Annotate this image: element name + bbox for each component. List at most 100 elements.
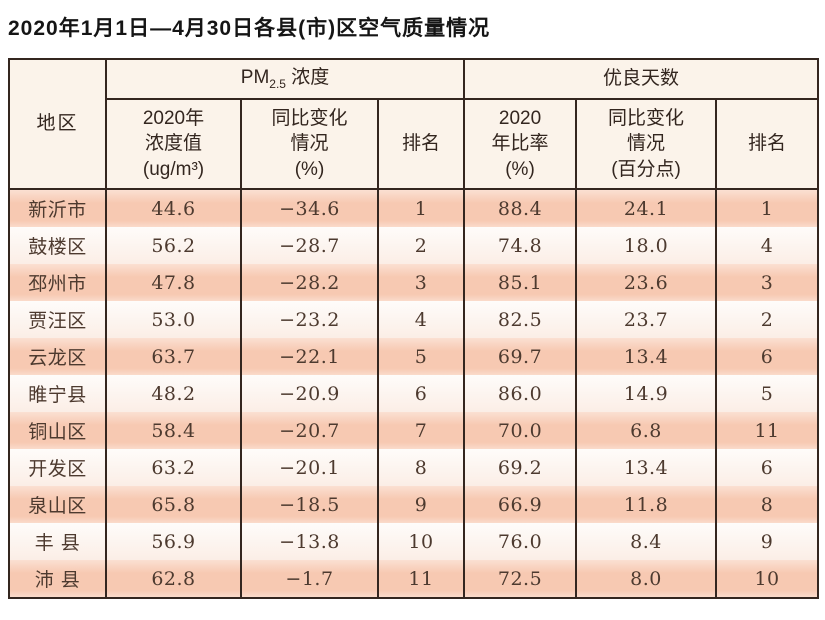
table-row: 泉山区 65.8 −18.5 9 66.9 11.8 8	[8, 486, 820, 523]
pm-value-cell: 56.9	[105, 523, 242, 560]
pm-rank-cell: 6	[376, 375, 466, 412]
header-good-change: 同比变化 情况 (百分点)	[575, 98, 718, 190]
good-rank-cell: 11	[715, 412, 820, 449]
pm-change-cell: −13.8	[240, 523, 379, 560]
page-title: 2020年1月1日—4月30日各县(市)区空气质量情况	[8, 17, 491, 40]
good-ratio-cell: 70.0	[463, 412, 578, 449]
good-change-cell: 14.9	[575, 375, 718, 412]
pm-rank-cell: 9	[376, 486, 466, 523]
good-rank-cell: 6	[715, 449, 820, 486]
good-rank-cell: 10	[715, 560, 820, 598]
table-row: 丰 县 56.9 −13.8 10 76.0 8.4 9	[8, 523, 820, 560]
good-change-cell: 11.8	[575, 486, 718, 523]
good-change-cell: 18.0	[575, 227, 718, 264]
table-row: 铜山区 58.4 −20.7 7 70.0 6.8 11	[8, 412, 820, 449]
header-pm-rank: 排名	[376, 98, 466, 190]
table-row: 睢宁县 48.2 −20.9 6 86.0 14.9 5	[8, 375, 820, 412]
pm-value-cell: 56.2	[105, 227, 242, 264]
pm-value-cell: 48.2	[105, 375, 242, 412]
header-good-rank: 排名	[715, 98, 820, 190]
header-good-ratio: 2020 年比率 (%)	[463, 98, 578, 190]
good-rank-cell: 3	[715, 264, 820, 301]
region-cell: 邳州市	[8, 264, 107, 301]
header-region: 地区	[8, 58, 107, 190]
good-rank-cell: 1	[715, 189, 820, 227]
pm-change-cell: −28.2	[240, 264, 379, 301]
region-cell: 云龙区	[8, 338, 107, 375]
good-change-cell: 6.8	[575, 412, 718, 449]
region-cell: 鼓楼区	[8, 227, 107, 264]
pm-change-cell: −1.7	[240, 560, 379, 598]
region-cell: 沛 县	[8, 560, 107, 598]
header-group-good-days: 优良天数	[463, 58, 820, 100]
table-row: 沛 县 62.8 −1.7 11 72.5 8.0 10	[8, 560, 820, 598]
pm-change-cell: −20.1	[240, 449, 379, 486]
header-pm-value: 2020年 浓度值 (ug/m³)	[105, 98, 242, 190]
pm-change-cell: −34.6	[240, 189, 379, 227]
pm-rank-cell: 3	[376, 264, 466, 301]
table-row: 云龙区 63.7 −22.1 5 69.7 13.4 6	[8, 338, 820, 375]
good-change-cell: 23.7	[575, 301, 718, 338]
region-cell: 新沂市	[8, 189, 107, 227]
region-cell: 贾汪区	[8, 301, 107, 338]
good-change-cell: 23.6	[575, 264, 718, 301]
table-row: 邳州市 47.8 −28.2 3 85.1 23.6 3	[8, 264, 820, 301]
good-ratio-cell: 69.7	[463, 338, 578, 375]
pm-rank-cell: 2	[376, 227, 466, 264]
good-ratio-cell: 86.0	[463, 375, 578, 412]
table-row: 贾汪区 53.0 −23.2 4 82.5 23.7 2	[8, 301, 820, 338]
pm-value-cell: 44.6	[105, 189, 242, 227]
header-pm-change: 同比变化 情况 (%)	[240, 98, 379, 190]
table-row: 鼓楼区 56.2 −28.7 2 74.8 18.0 4	[8, 227, 820, 264]
good-change-cell: 24.1	[575, 189, 718, 227]
pm-rank-cell: 8	[376, 449, 466, 486]
good-change-cell: 8.4	[575, 523, 718, 560]
good-ratio-cell: 69.2	[463, 449, 578, 486]
good-ratio-cell: 72.5	[463, 560, 578, 598]
air-quality-table: 地区 PM2.5 浓度 优良天数 2020年 浓度值 (ug/m³) 同比变化 …	[8, 58, 820, 599]
pm-change-cell: −20.7	[240, 412, 379, 449]
region-cell: 开发区	[8, 449, 107, 486]
pm-value-cell: 65.8	[105, 486, 242, 523]
table-row: 开发区 63.2 −20.1 8 69.2 13.4 6	[8, 449, 820, 486]
good-rank-cell: 4	[715, 227, 820, 264]
good-ratio-cell: 66.9	[463, 486, 578, 523]
pm-change-cell: −28.7	[240, 227, 379, 264]
pm-rank-cell: 4	[376, 301, 466, 338]
good-rank-cell: 2	[715, 301, 820, 338]
table-header: 地区 PM2.5 浓度 优良天数 2020年 浓度值 (ug/m³) 同比变化 …	[8, 58, 820, 190]
good-ratio-cell: 82.5	[463, 301, 578, 338]
pm-value-cell: 58.4	[105, 412, 242, 449]
good-rank-cell: 6	[715, 338, 820, 375]
pm-value-cell: 47.8	[105, 264, 242, 301]
pm-rank-cell: 7	[376, 412, 466, 449]
pm-change-cell: −20.9	[240, 375, 379, 412]
region-cell: 铜山区	[8, 412, 107, 449]
region-cell: 睢宁县	[8, 375, 107, 412]
pm25-subscript: 2.5	[269, 76, 286, 91]
pm-rank-cell: 10	[376, 523, 466, 560]
table-body: 新沂市 44.6 −34.6 1 88.4 24.1 1 鼓楼区 56.2 −2…	[8, 189, 820, 598]
good-rank-cell: 9	[715, 523, 820, 560]
good-ratio-cell: 85.1	[463, 264, 578, 301]
good-change-cell: 13.4	[575, 449, 718, 486]
good-ratio-cell: 74.8	[463, 227, 578, 264]
header-group-pm25: PM2.5 浓度	[104, 58, 466, 100]
pm-rank-cell: 1	[376, 189, 466, 227]
good-rank-cell: 5	[715, 375, 820, 412]
pm-change-cell: −23.2	[240, 301, 379, 338]
pm-value-cell: 53.0	[105, 301, 242, 338]
pm25-label: PM	[240, 67, 270, 89]
pm-change-cell: −22.1	[240, 338, 379, 375]
region-cell: 丰 县	[8, 523, 107, 560]
good-change-cell: 13.4	[575, 338, 718, 375]
pm-change-cell: −18.5	[240, 486, 379, 523]
pm-rank-cell: 11	[376, 560, 466, 598]
pm-value-cell: 62.8	[105, 560, 242, 598]
good-rank-cell: 8	[715, 486, 820, 523]
good-ratio-cell: 76.0	[463, 523, 578, 560]
pm-value-cell: 63.7	[105, 338, 242, 375]
good-change-cell: 8.0	[575, 560, 718, 598]
region-cell: 泉山区	[8, 486, 107, 523]
